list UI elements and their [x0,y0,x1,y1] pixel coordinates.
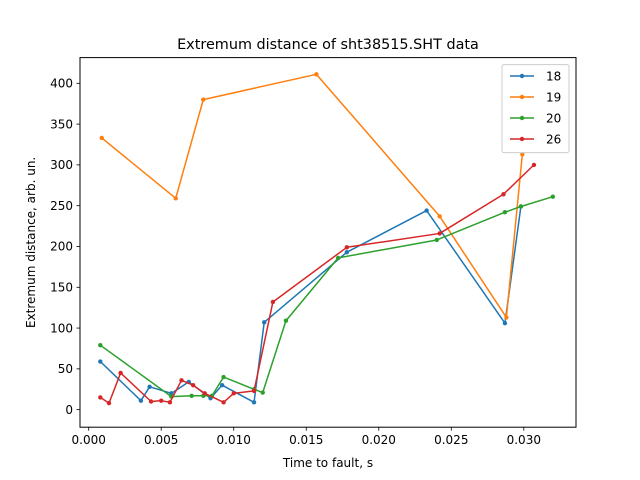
series-19-point [201,97,206,102]
series-26-point [118,370,123,376]
x-tick-label: 0.020 [362,433,396,447]
legend-label-20: 20 [546,112,561,126]
series-18-point [502,320,508,326]
y-axis-ticks: 0 50 100 150 200 250 300 350 400 [50,77,80,417]
y-tick-label: 350 [50,117,73,131]
series-19-point [520,152,525,157]
series-26-point [202,391,207,396]
x-axis-label: Time to fault, s [282,456,373,470]
series-20-point [550,194,555,199]
x-tick-label: 0.025 [434,433,468,447]
series-18-point [147,384,152,390]
legend-marker-26 [519,136,525,142]
series-26-point [98,395,103,400]
legend-label-19: 19 [546,91,561,105]
series-26-point [437,231,442,236]
series-26-point [221,400,226,405]
series-18-point [261,320,267,325]
series-26-point [531,162,537,168]
series-19-point [314,72,319,77]
legend: 18 19 20 26 [501,64,570,154]
y-tick-label: 400 [50,77,73,91]
x-tick-label: 0.030 [507,433,541,447]
y-tick-label: 200 [50,240,73,254]
series-26-point [190,382,196,388]
series-26-point [231,391,236,396]
series-20-point [189,393,194,398]
series-26-point [251,388,257,394]
series-26-point [179,378,184,383]
x-tick-label: 0.000 [72,433,106,447]
series-20-point [283,318,289,323]
y-tick-label: 150 [50,280,73,294]
series-18-point [424,208,429,213]
y-tick-label: 100 [50,321,73,335]
series-19-point [504,315,509,320]
series-19-point [99,135,104,141]
series-18-point [138,398,144,403]
series-20-point [221,374,226,380]
series-18-point [169,391,174,396]
y-tick-label: 50 [58,362,73,376]
series-26-point [270,299,276,305]
series-18-point [219,382,225,388]
legend-marker-18 [519,73,525,79]
series-18-point [251,400,257,405]
legend-marker-19 [519,94,525,100]
plot-area [98,72,555,406]
series-26-point [106,400,112,406]
chart-title: Extremum distance of sht38515.SHT data [177,37,479,53]
axes-frame [79,57,577,428]
x-axis-ticks: 0.000 0.005 0.010 0.015 0.020 0.025 0.030 [72,427,541,447]
series-20-point [434,237,439,243]
series-19-point [437,214,442,219]
series-18-point [344,249,350,255]
x-tick-label: 0.010 [217,433,251,447]
legend-marker-20 [519,115,525,121]
series-19-point [173,196,178,201]
x-tick-label: 0.005 [144,433,178,447]
legend-label-18: 18 [546,70,561,84]
y-tick-label: 0 [65,403,73,417]
series-26-point [501,192,506,197]
y-tick-label: 250 [50,199,73,213]
series-26-point [148,399,154,404]
series-20-point [335,255,341,261]
x-tick-label: 0.015 [289,433,323,447]
series-20-point [518,204,524,209]
series-26-point [344,245,350,250]
series-26-point [159,398,164,403]
series-20-point [260,390,265,395]
series-20-point [502,210,508,215]
y-tick-label: 300 [50,158,73,172]
series-26-point [167,400,173,405]
legend-label-26: 26 [546,133,561,147]
series-18-point [98,359,103,364]
y-axis-label: Extremum distance, arb. un. [24,157,38,328]
series-20-point [98,343,103,348]
legend-box [501,64,570,154]
